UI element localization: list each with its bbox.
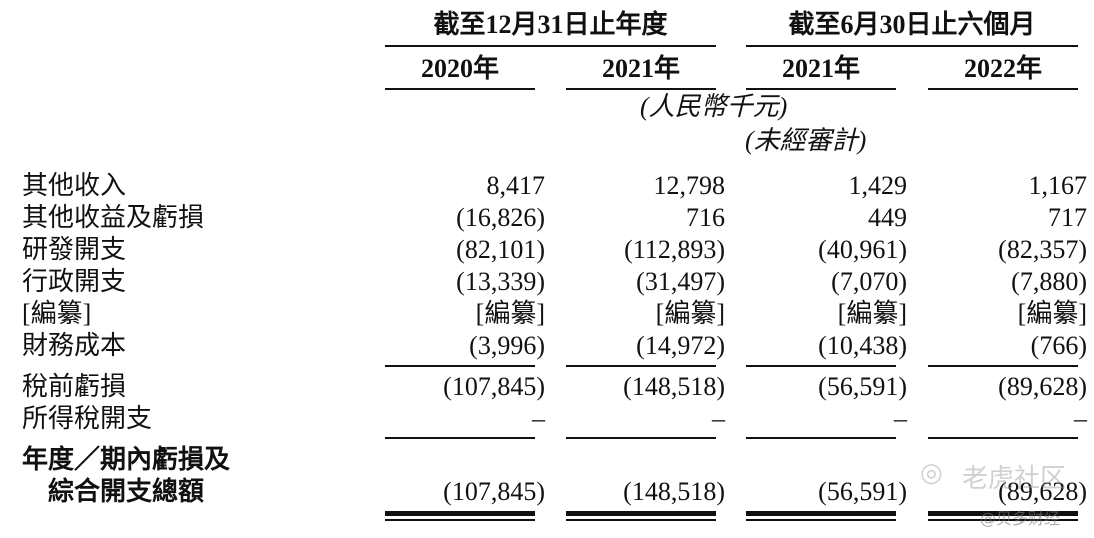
year-header: 2020年 — [420, 54, 499, 83]
currency-note: (人民幣千元) — [640, 92, 788, 121]
row-label: 其他收入 — [22, 171, 127, 200]
row-value: 449 — [868, 203, 907, 232]
divider — [385, 437, 535, 439]
row-value: (766) — [1030, 331, 1087, 360]
double-underline — [566, 511, 716, 516]
row-value: 1,167 — [1028, 171, 1088, 200]
row-value: (3,996) — [469, 331, 545, 360]
row-value: [編纂] — [475, 299, 545, 328]
total-value: (56,591) — [818, 477, 907, 506]
total-value: (89,628) — [998, 477, 1087, 506]
double-underline — [385, 511, 535, 516]
row-value: (107,845) — [443, 372, 545, 401]
row-value: 8,417 — [486, 171, 546, 200]
divider — [746, 437, 896, 439]
row-value: (40,961) — [818, 235, 907, 264]
watermark-logo-icon: ◎ — [920, 458, 943, 488]
row-value: [編纂] — [1017, 299, 1087, 328]
row-label: [編纂] — [22, 299, 92, 328]
row-value: (14,972) — [636, 331, 725, 360]
row-value: (82,101) — [456, 235, 545, 264]
row-label: 所得稅開支 — [22, 404, 153, 433]
row-value: (89,628) — [998, 372, 1087, 401]
total-label-line2: 綜合開支總額 — [48, 477, 205, 506]
row-value: (13,339) — [456, 267, 545, 296]
row-value: (31,497) — [636, 267, 725, 296]
divider — [928, 437, 1078, 439]
watermark-top: 老虎社区 — [962, 464, 1067, 494]
row-value: (7,880) — [1011, 267, 1087, 296]
header-half-period: 截至6月30日止六個月 — [788, 10, 1036, 39]
double-underline — [566, 519, 716, 521]
divider — [566, 365, 716, 367]
row-label: 財務成本 — [22, 331, 127, 360]
row-value: – — [532, 404, 545, 433]
row-value: (56,591) — [818, 372, 907, 401]
row-value: 717 — [1048, 203, 1087, 232]
row-value: (82,357) — [998, 235, 1087, 264]
row-value: (148,518) — [623, 372, 725, 401]
divider — [566, 437, 716, 439]
row-value: – — [894, 404, 907, 433]
watermark-bottom: @贝多财经 — [980, 509, 1061, 528]
row-value: 1,429 — [848, 171, 908, 200]
total-value: (148,518) — [623, 477, 725, 506]
divider — [928, 365, 1078, 367]
row-value: 716 — [686, 203, 725, 232]
row-value: (112,893) — [624, 235, 725, 264]
double-underline — [385, 519, 535, 521]
divider — [385, 45, 716, 47]
total-value: (107,845) — [443, 477, 545, 506]
row-label: 研發開支 — [22, 235, 127, 264]
row-label: 行政開支 — [22, 267, 127, 296]
row-value: – — [712, 404, 725, 433]
divider — [746, 365, 896, 367]
double-underline — [928, 519, 1078, 521]
row-label: 其他收益及虧損 — [22, 203, 205, 232]
divider — [385, 365, 535, 367]
unaudited-note: (未經審計) — [745, 126, 867, 155]
year-header: 2021年 — [601, 54, 680, 83]
double-underline — [746, 511, 896, 516]
header-year-period: 截至12月31日止年度 — [433, 10, 668, 39]
row-value: [編纂] — [655, 299, 725, 328]
total-label-line1: 年度／期內虧損及 — [22, 445, 231, 474]
row-value: (10,438) — [818, 331, 907, 360]
row-value: [編纂] — [837, 299, 907, 328]
row-value: (7,070) — [831, 267, 907, 296]
divider — [746, 45, 1078, 47]
year-header: 2021年 — [781, 54, 860, 83]
year-header: 2022年 — [963, 54, 1042, 83]
row-value: 12,798 — [653, 171, 726, 200]
double-underline — [928, 511, 1078, 516]
row-value: – — [1074, 404, 1087, 433]
double-underline — [746, 519, 896, 521]
row-value: (16,826) — [456, 203, 545, 232]
row-label: 稅前虧損 — [22, 372, 127, 401]
